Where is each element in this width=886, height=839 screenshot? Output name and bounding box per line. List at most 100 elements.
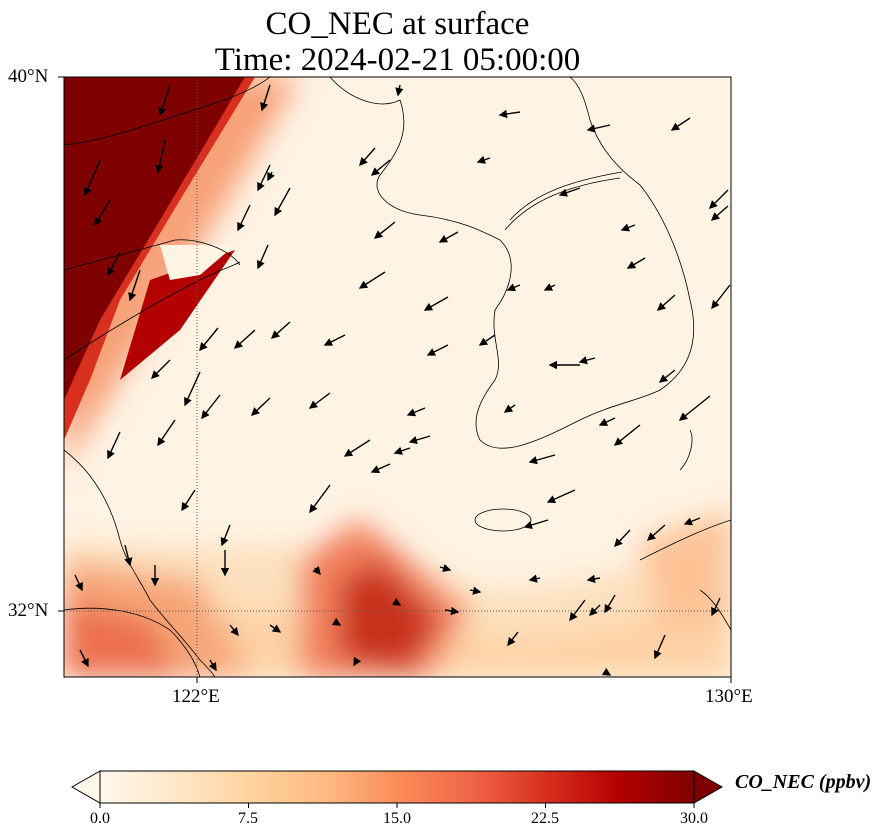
wind-vectors	[74, 84, 731, 676]
wind-arrow	[124, 544, 133, 567]
wind-arrow	[711, 284, 731, 310]
wind-arrow	[391, 597, 402, 606]
wind-arrow	[620, 223, 636, 232]
wind-arrow	[423, 296, 449, 311]
wind-arrow	[614, 529, 631, 548]
wind-arrow	[626, 257, 646, 269]
wind-arrow	[439, 563, 452, 573]
wind-arrow	[331, 617, 342, 626]
wind-arrow	[546, 489, 576, 503]
wind-arrow	[257, 164, 271, 192]
colorbar-tick-2: 15.0	[383, 810, 411, 827]
map-title-line1: CO_NEC at surface	[265, 6, 530, 42]
wind-arrow	[107, 251, 121, 277]
wind-arrow	[208, 659, 217, 672]
wind-arrow	[476, 155, 491, 164]
wind-arrow	[312, 565, 321, 576]
wind-arrow	[478, 334, 496, 346]
wind-arrow	[256, 244, 269, 270]
wind-arrow	[267, 171, 275, 182]
wind-arrow	[558, 187, 581, 197]
wind-arrow	[233, 329, 256, 349]
wind-arrow	[260, 84, 271, 112]
wind-arrow	[184, 371, 201, 407]
wind-arrow	[444, 606, 460, 616]
wind-arrow	[83, 159, 101, 197]
wind-arrow	[646, 524, 666, 541]
wind-arrow	[670, 117, 691, 131]
colorbar-label: CO_NEC (ppbv)	[735, 771, 872, 793]
wind-arrow	[438, 231, 459, 243]
wind-arrow	[370, 463, 391, 473]
wind-arrow	[598, 417, 616, 426]
wind-arrow	[250, 397, 271, 416]
colorbar-tick-3: 22.5	[531, 810, 559, 827]
wind-arrow	[158, 84, 171, 117]
wind-arrow	[589, 604, 601, 616]
wind-arrow	[503, 404, 516, 413]
wind-arrow	[711, 597, 721, 617]
wind-arrow	[506, 283, 521, 292]
wind-arrow	[370, 159, 391, 176]
wind-arrow	[498, 109, 521, 119]
wind-arrow	[710, 205, 729, 221]
wind-arrow	[656, 294, 676, 311]
wind-arrow	[683, 517, 701, 526]
wind-arrow	[309, 484, 331, 514]
wind-arrow	[586, 574, 601, 583]
axis-ticks	[58, 76, 732, 683]
wind-arrow	[274, 187, 291, 217]
wind-arrow	[523, 519, 549, 529]
wind-arrow	[613, 424, 641, 446]
lat-label-40n: 40°N	[8, 66, 49, 87]
wind-arrow	[604, 594, 616, 614]
wind-arrow	[343, 439, 371, 457]
concentration-field	[64, 77, 731, 677]
wind-arrow	[658, 369, 676, 383]
wind-arrow	[157, 419, 176, 447]
wind-arrow	[128, 269, 141, 302]
wind-arrow	[469, 586, 482, 595]
wind-arrow	[393, 446, 411, 455]
wind-arrow	[507, 631, 519, 647]
wind-arrow	[543, 283, 556, 291]
wind-arrow	[107, 431, 121, 460]
wind-arrow	[353, 656, 362, 667]
wind-arrow	[201, 394, 221, 420]
wind-arrow	[74, 574, 83, 592]
wind-arrow	[406, 407, 426, 417]
wind-arrow	[569, 599, 586, 622]
wind-arrow	[408, 435, 431, 445]
colorbar-tick-4: 30.0	[680, 810, 708, 827]
wind-arrow	[395, 84, 404, 97]
lon-label-122e: 122°E	[172, 686, 220, 707]
wind-arrow	[709, 189, 729, 209]
map-frame	[63, 76, 732, 678]
wind-arrow	[678, 395, 711, 421]
wind-arrow	[220, 524, 231, 547]
wind-arrow	[601, 667, 612, 676]
colorbar	[70, 770, 724, 808]
wind-arrow	[270, 321, 291, 339]
wind-arrow	[586, 124, 611, 133]
colorbar-tick-1: 7.5	[238, 810, 258, 827]
wind-arrow	[528, 454, 556, 465]
wind-arrow	[181, 489, 196, 512]
wind-arrow	[359, 147, 376, 167]
wind-arrow	[199, 327, 219, 352]
lon-label-130e: 130°E	[705, 686, 753, 707]
wind-arrow	[269, 624, 282, 633]
wind-arrow	[323, 334, 346, 346]
wind-arrow	[229, 624, 239, 637]
wind-arrow	[528, 574, 541, 583]
colorbar-tick-0: 0.0	[90, 810, 110, 827]
coastlines	[64, 77, 731, 677]
map-title-line2: Time: 2024-02-21 05:00:00	[214, 42, 581, 78]
wind-arrow	[578, 356, 596, 365]
lat-label-32n: 32°N	[8, 600, 49, 621]
wind-arrow	[373, 221, 396, 239]
wind-arrow	[237, 204, 251, 232]
wind-arrow	[426, 344, 449, 356]
wind-arrow	[358, 271, 386, 289]
